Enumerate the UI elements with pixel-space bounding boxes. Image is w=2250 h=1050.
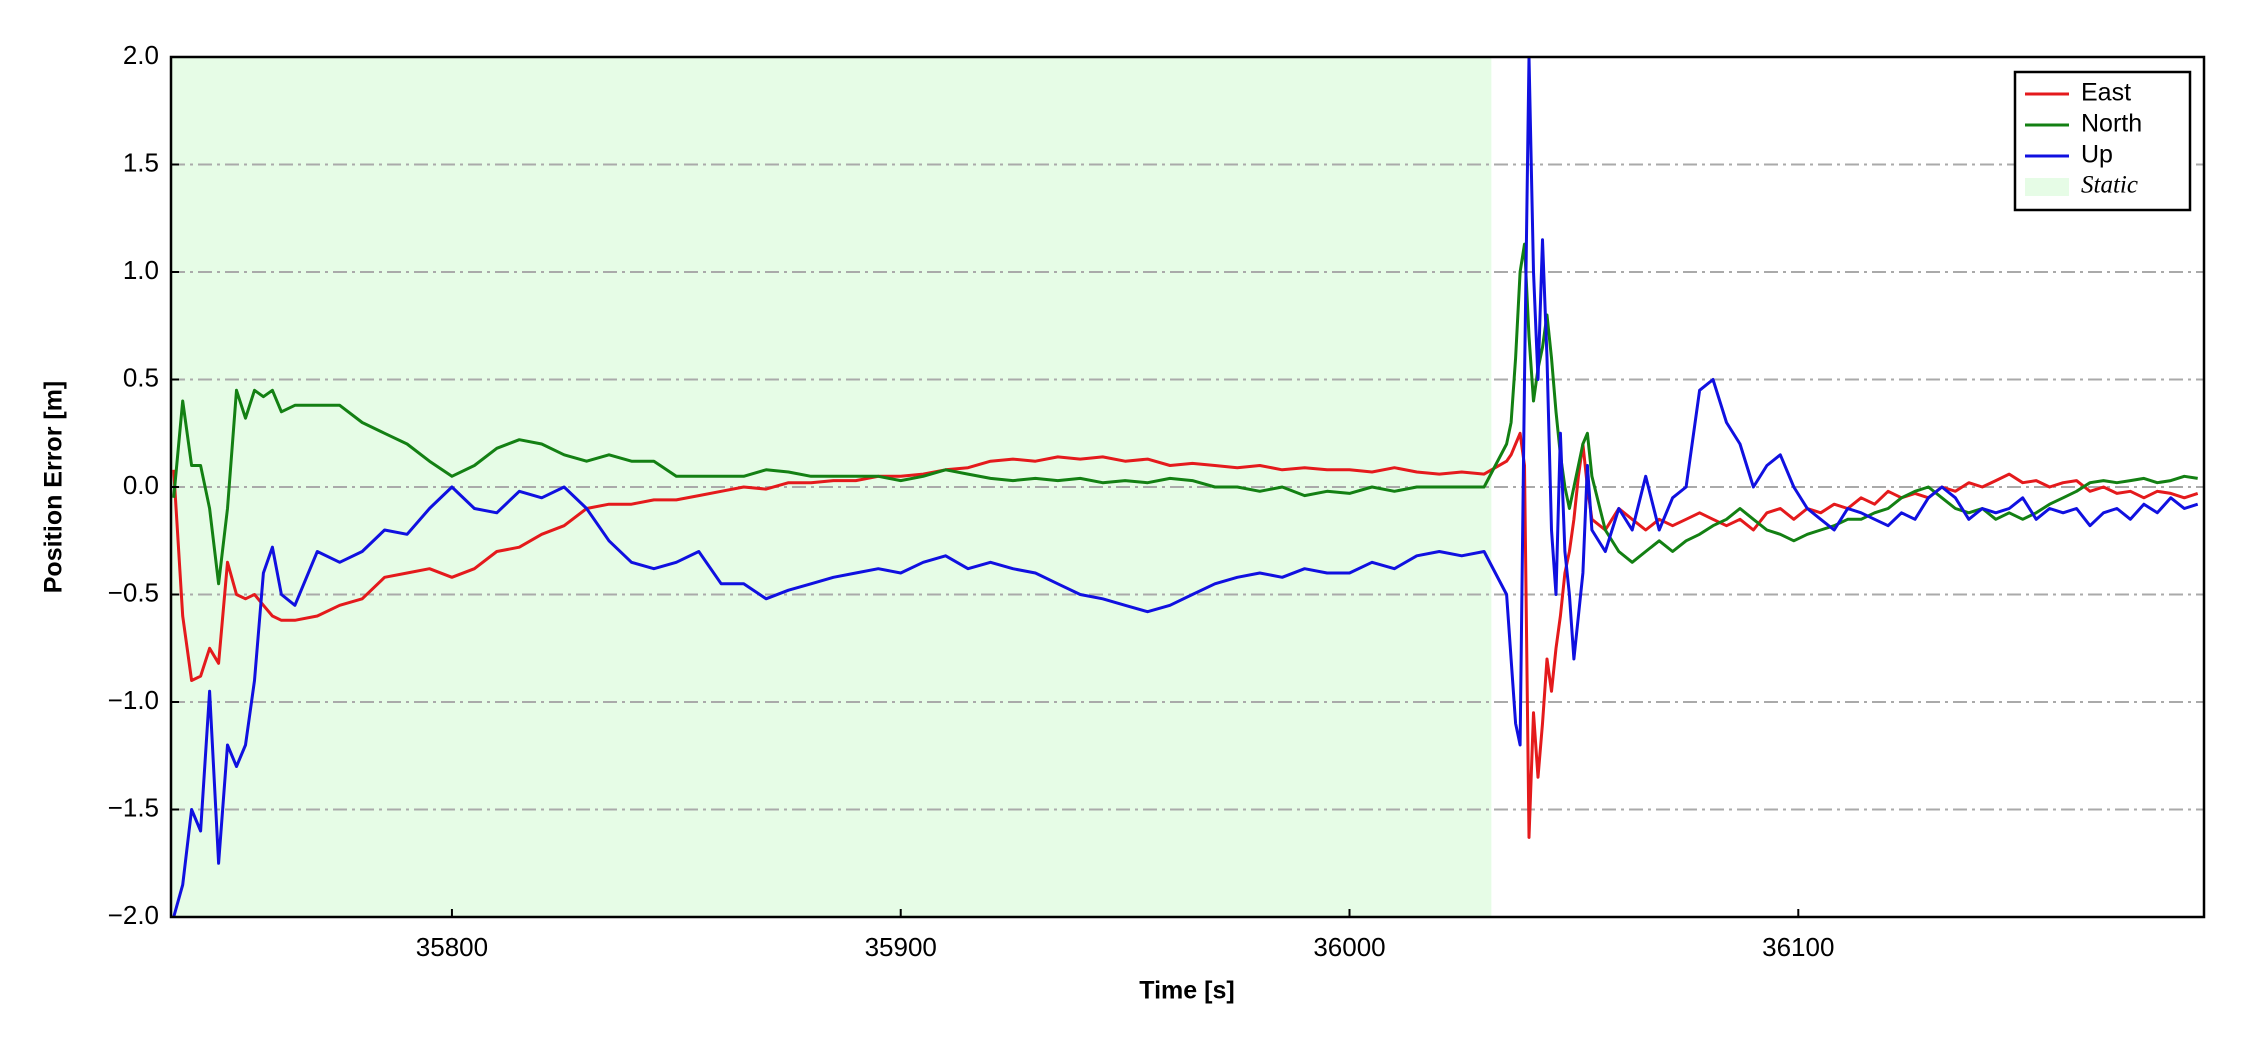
x-tick-label: 35800: [416, 932, 488, 962]
y-tick-label: 0.0: [123, 470, 159, 500]
y-tick-label: 2.0: [123, 40, 159, 70]
y-tick-label: −1.5: [108, 792, 159, 822]
plot-area: [171, 57, 2204, 917]
y-tick-label: 1.0: [123, 255, 159, 285]
legend: East North Up Static: [2013, 70, 2192, 212]
y-tick-label: −2.0: [108, 900, 159, 930]
legend-label: Up: [2081, 141, 2113, 169]
y-tick-label: −0.5: [108, 577, 159, 607]
series-line: [172, 57, 2199, 917]
legend-label: North: [2081, 110, 2142, 138]
y-tick-label: 1.5: [123, 147, 159, 177]
x-tick-label: 36000: [1313, 932, 1385, 962]
legend-swatch: [2025, 178, 2069, 196]
legend-label: Static: [2081, 172, 2138, 199]
y-axis-label: Position Error [m]: [40, 381, 68, 594]
x-axis-label: Time [s]: [1139, 977, 1234, 1005]
y-tick-label: 0.5: [123, 362, 159, 392]
series-line: [172, 242, 2198, 586]
x-tick-label: 36100: [1762, 932, 1834, 962]
legend-label: East: [2081, 79, 2131, 107]
y-tick-label: −1.0: [108, 685, 159, 715]
x-tick-label: 35900: [865, 932, 937, 962]
plot-frame: [169, 55, 2206, 919]
